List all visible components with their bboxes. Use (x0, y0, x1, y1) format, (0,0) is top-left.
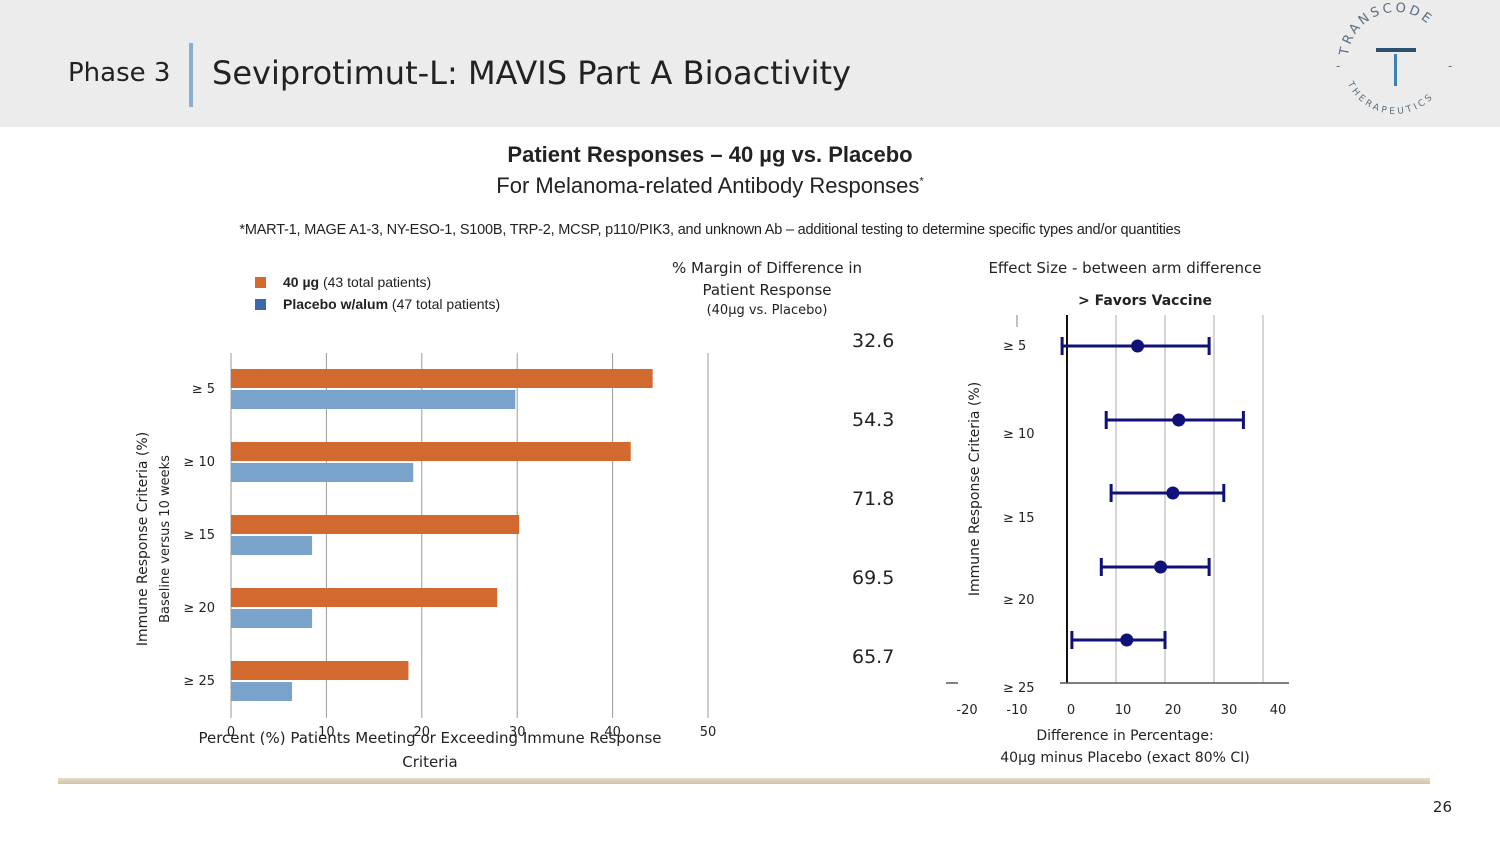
forest-xlabel-line1: Difference in Percentage: (1036, 728, 1214, 744)
forest-point-estimate (1172, 413, 1186, 427)
bar-ylabel-line1: Immune Response Criteria (%) (135, 431, 151, 647)
forest-plot: -20 -10 0 10 20 30 40 ≥ 5 ≥ 10 ≥ 15 ≥ 20 ≥ 25 (946, 315, 1289, 718)
forest-xlabel-line2: 40µg minus Placebo (exact 80% CI) (1000, 750, 1250, 766)
header-band (0, 0, 1500, 127)
forest-point-estimate (1154, 560, 1168, 574)
bar-placebo (231, 463, 414, 482)
bar-category-label: ≥ 10 (183, 455, 215, 470)
bar-category-label: ≥ 5 (192, 382, 215, 397)
bar-x-tick-label: 0 (227, 725, 235, 740)
forest-category-label: ≥ 5 (1003, 339, 1026, 354)
margin-value: 71.8 (852, 488, 895, 510)
chart-subtitle-text: For Melanoma-related Antibody Responses (496, 173, 920, 198)
bar-x-tick-label: 30 (509, 725, 526, 740)
bar-vaccine (231, 515, 520, 534)
favors-vaccine-annotation: > Favors Vaccine (1078, 293, 1213, 309)
bar-category-label: ≥ 20 (183, 601, 215, 616)
bar-xlabel-line2: Criteria (402, 753, 458, 771)
legend-swatch-vaccine (255, 277, 266, 288)
chart-subtitle-asterisk: * (919, 175, 924, 188)
bar-x-tick-label: 50 (700, 725, 717, 740)
margin-header-line1: % Margin of Difference in (671, 259, 863, 277)
bar-vaccine (231, 588, 498, 607)
legend-placebo-rest: (47 total patients) (388, 296, 501, 312)
logo-t-stem (1394, 54, 1397, 86)
forest-x-tick-label: -20 (956, 703, 977, 718)
forest-point-estimate (1131, 339, 1145, 353)
forest-point-estimate (1120, 633, 1134, 647)
forest-x-tick-label: -10 (1006, 703, 1027, 718)
slide-title: Seviprotimut-L: MAVIS Part A Bioactivity (212, 54, 851, 92)
forest-x-tick-label: 20 (1165, 703, 1182, 718)
chart-title: Patient Responses – 40 µg vs. Placebo (507, 142, 913, 167)
legend-placebo-bold: Placebo w/alum (283, 296, 389, 312)
chart-subtitle: For Melanoma-related Antibody Responses* (280, 173, 1140, 199)
bar-placebo (231, 609, 313, 628)
bar-chart: 0 10 20 30 40 50 ≥ 5 ≥ 10 ≥ 15 ≥ 20 ≥ 25 (183, 353, 716, 740)
bar-vaccine (231, 661, 409, 680)
footnote: *MART-1, MAGE A1-3, NY-ESO-1, S100B, TRP… (239, 222, 1181, 238)
forest-title: Effect Size - between arm difference (988, 259, 1262, 277)
forest-x-tick-label: 30 (1221, 703, 1238, 718)
forest-category-label: ≥ 15 (1003, 511, 1035, 526)
bar-x-tick-label: 10 (318, 725, 335, 740)
logo-t-bar (1376, 48, 1416, 52)
bar-placebo (231, 536, 313, 555)
logo-sep-left: - (1336, 59, 1340, 73)
legend-label-placebo: Placebo w/alum (47 total patients) (283, 296, 500, 312)
footer-rule (58, 778, 1430, 784)
forest-x-tick-label: 10 (1115, 703, 1132, 718)
margin-value: 54.3 (852, 409, 895, 431)
margin-value: 65.7 (852, 646, 895, 668)
page-number: 26 (1432, 798, 1452, 816)
bar-ylabel-line2: Baseline versus 10 weeks (158, 455, 173, 623)
legend-label-vaccine: 40 µg (43 total patients) (283, 274, 431, 290)
legend-vaccine-rest: (43 total patients) (319, 274, 432, 290)
bar-x-tick-label: 40 (604, 725, 621, 740)
legend-swatch-placebo (255, 299, 266, 310)
forest-x-tick-label: 0 (1067, 703, 1075, 718)
forest-category-label: ≥ 25 (1003, 681, 1035, 696)
bar-x-tick-label: 20 (414, 725, 431, 740)
logo-sep-right: - (1448, 59, 1452, 73)
phase-label: Phase 3 (68, 58, 171, 88)
forest-category-label: ≥ 20 (1003, 593, 1035, 608)
bar-category-label: ≥ 15 (183, 528, 215, 543)
header-divider (189, 43, 193, 107)
margin-header-line2: Patient Response (702, 281, 832, 299)
bar-vaccine (231, 369, 653, 388)
bar-vaccine (231, 442, 631, 461)
forest-x-tick-label: 40 (1270, 703, 1287, 718)
forest-point-estimate (1166, 486, 1180, 500)
margin-value: 32.6 (852, 330, 895, 352)
margin-header-line3: (40µg vs. Placebo) (706, 303, 828, 318)
margin-value: 69.5 (852, 567, 895, 589)
bar-placebo (231, 682, 293, 701)
company-logo: TRANSCODE THERAPEUTICS - - (1336, 2, 1452, 117)
legend-vaccine-bold: 40 µg (283, 274, 320, 290)
bar-category-label: ≥ 25 (183, 674, 215, 689)
bar-placebo (231, 390, 516, 409)
forest-category-label: ≥ 10 (1003, 427, 1035, 442)
forest-ylabel: Immune Response Criteria (%) (967, 381, 983, 597)
bar-xlabel-line1: Percent (%) Patients Meeting or Exceedin… (198, 729, 662, 747)
